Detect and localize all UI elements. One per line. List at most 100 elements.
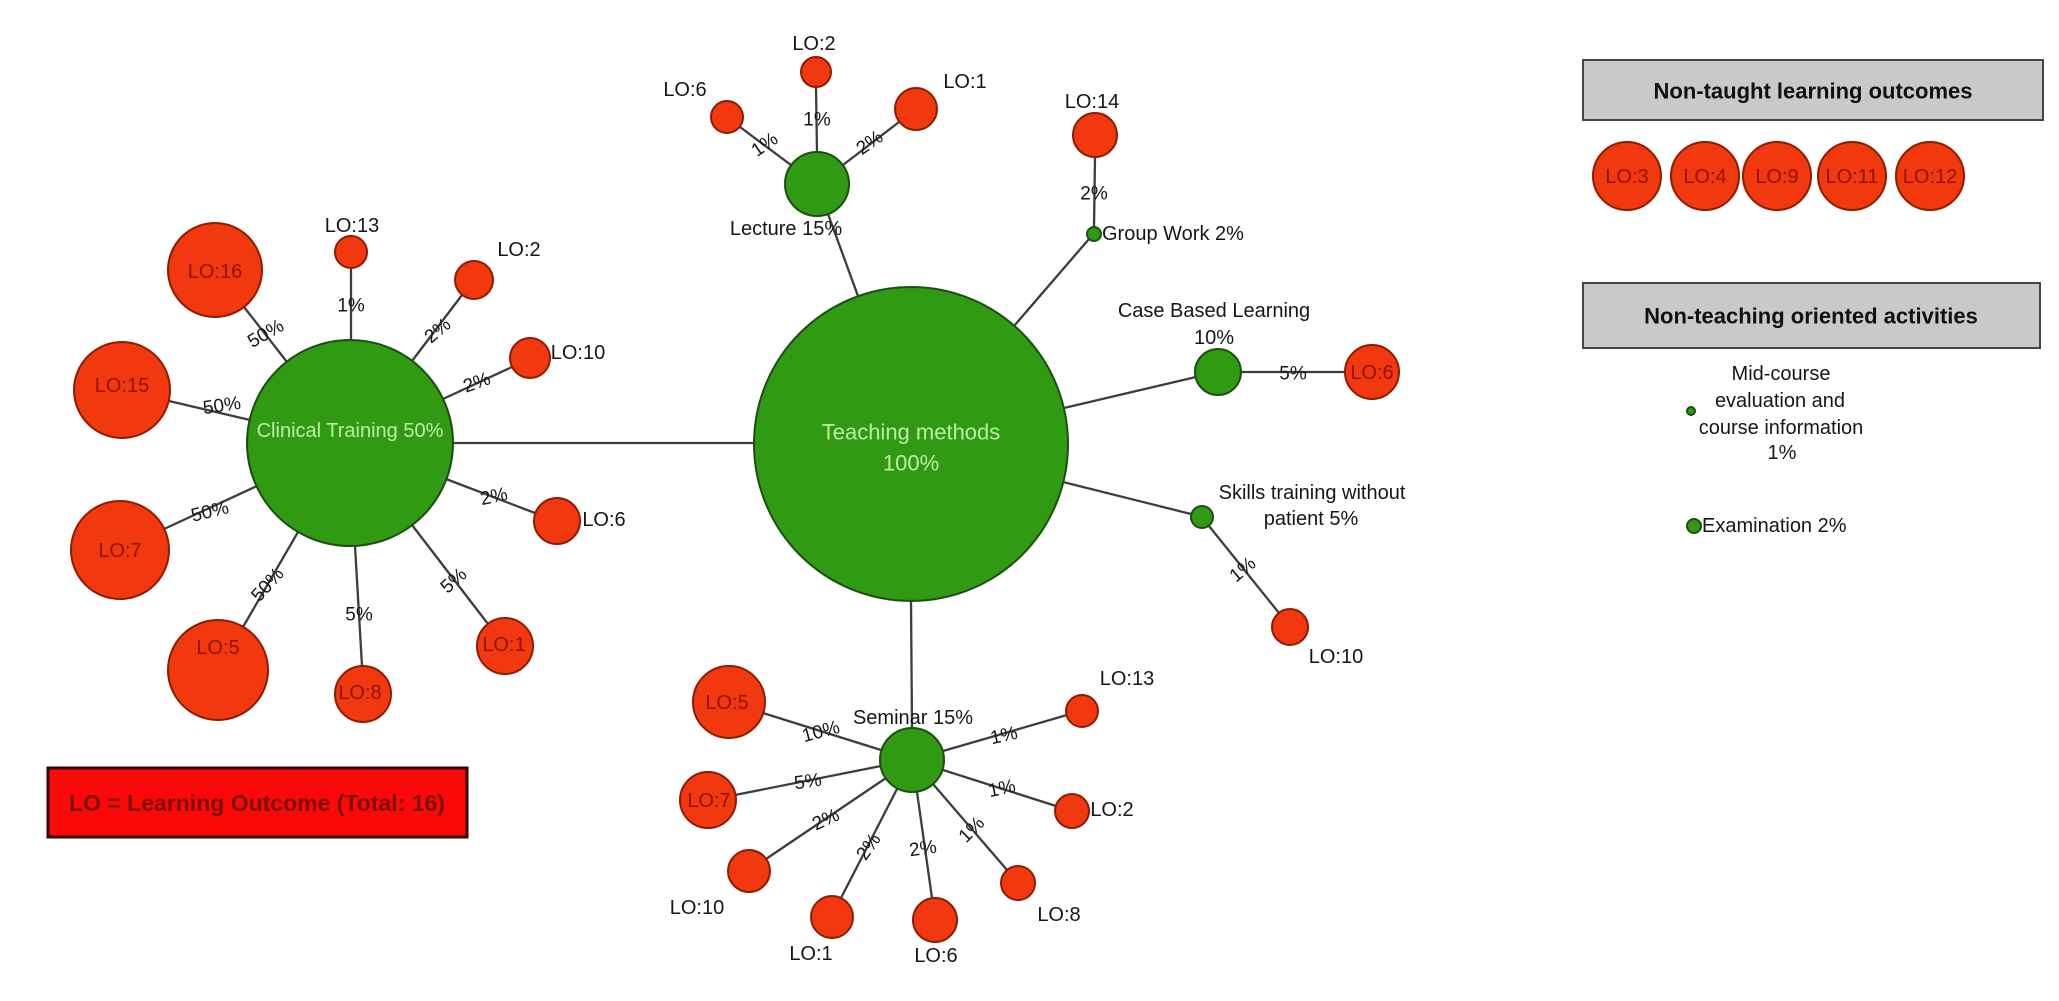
lo-circle [1065, 694, 1099, 728]
edge-clinical-lo10 [442, 365, 513, 401]
lo-label: LO:14 [1065, 91, 1119, 113]
edge-seminar-lo5 [762, 711, 882, 752]
teaching-methods-circle [753, 286, 1069, 602]
case-based-label-line2: 10% [1194, 327, 1234, 349]
group-work-label: Group Work 2% [1102, 223, 1244, 245]
edge-clinical-lo5 [242, 531, 299, 628]
edge-lecture-lo6 [739, 126, 792, 166]
lo-label: LO:8 [1037, 904, 1080, 926]
lo-circle [1670, 141, 1740, 211]
lo-label: LO:4 [1683, 166, 1726, 188]
lo-circle [454, 260, 494, 300]
lo-circle [476, 617, 534, 675]
edge-pct: 2% [908, 837, 938, 862]
lo-label: LO:5 [705, 692, 748, 714]
edge-seminar-lo8 [932, 783, 1008, 871]
lo-circle [1271, 608, 1309, 646]
legend-text: LO = Learning Outcome (Total: 16) [69, 790, 445, 816]
lo-label: LO:5 [196, 637, 239, 659]
edge-pct: 1% [803, 110, 831, 131]
lo-circle [167, 619, 269, 721]
edge-teaching-lecture [826, 213, 860, 297]
examination-label: Examination 2% [1702, 515, 1847, 537]
case-based-circle [1194, 348, 1242, 396]
mid-course-label-line2: evaluation and [1715, 390, 1845, 412]
edge-teaching-skills [1062, 480, 1192, 516]
edge-pct: 5% [437, 564, 472, 598]
edge-pct: 2% [853, 830, 886, 865]
lo-label: LO:6 [663, 79, 706, 101]
lo-label: LO:6 [582, 509, 625, 531]
lo-label: LO:2 [497, 239, 540, 261]
lo-label: LO:15 [95, 375, 149, 397]
lo-label: LO:7 [687, 790, 730, 812]
lo-label: LO:6 [1350, 362, 1393, 384]
cluster-skills-training: Skills training without patient 5% LO:10… [1190, 482, 1406, 668]
edge-pct: 1% [337, 296, 365, 317]
edge-lecture-lo1 [842, 121, 900, 166]
lo-label: LO:9 [1755, 166, 1798, 188]
panel-non-teaching: Non-teaching oriented activities Mid-cou… [1582, 282, 2041, 537]
edge-pct: 50% [247, 564, 288, 606]
lo-circle [1344, 344, 1400, 400]
edge-teaching-seminar [909, 600, 914, 729]
lo-circle [810, 895, 854, 939]
teaching-methods-label-line1: Teaching methods [822, 420, 1001, 445]
teaching-methods-label-line2: 100% [883, 451, 939, 476]
edge-teaching-groupwork [1013, 238, 1090, 327]
lo-circle [894, 87, 938, 131]
lo-label: LO:2 [792, 33, 835, 55]
edge-clinical-lo15 [168, 399, 251, 422]
edges [163, 86, 1345, 899]
lo-circle [727, 849, 771, 893]
edge-pct: 2% [1080, 184, 1108, 205]
edge-seminar-lo7 [734, 764, 882, 797]
lo-label: LO:16 [188, 261, 242, 283]
legend: LO = Learning Outcome (Total: 16) [46, 766, 469, 839]
examination-dot [1686, 518, 1702, 534]
edge-seminar-lo1 [839, 788, 899, 899]
non-taught-header-text: Non-taught learning outcomes [1654, 79, 1973, 104]
non-teaching-header-text: Non-teaching oriented activities [1644, 304, 1978, 329]
lo-label: LO:13 [325, 215, 379, 237]
lo-label: LO:1 [482, 634, 525, 656]
lo-circle [1742, 141, 1812, 211]
node-teaching-methods: Teaching methods 100% [753, 286, 1069, 602]
lecture-label: Lecture 15% [730, 218, 843, 240]
lo-circle [70, 500, 170, 600]
cluster-group-work: Group Work 2% LO:14 2% [1065, 91, 1244, 245]
mid-course-label-line4: 1% [1768, 442, 1797, 464]
edge-pct: 5% [345, 605, 373, 626]
lo-label: LO:11 [1826, 166, 1879, 188]
lo-circle [1054, 793, 1090, 829]
edge-pct: 1% [988, 723, 1019, 749]
edge-pct: 1% [986, 776, 1017, 802]
edge-pct: 50% [189, 497, 231, 527]
lo-circle [334, 665, 392, 723]
cluster-case-based-learning: Case Based Learning 10% LO:6 5% [1118, 300, 1400, 400]
lo-label: LO:3 [1605, 166, 1648, 188]
group-work-dot [1086, 226, 1102, 242]
lo-label: LO:7 [98, 540, 141, 562]
lo-label: LO:8 [338, 682, 381, 704]
edge-seminar-lo10 [765, 777, 887, 860]
lo-label: LO:1 [943, 71, 986, 93]
lo-circle [800, 56, 832, 88]
cluster-clinical-training: Clinical Training 50% LO:16 50% LO:13 1%… [70, 215, 626, 723]
edge-clinical-lo16 [243, 306, 288, 363]
lo-label: LO:10 [670, 897, 724, 919]
edge-pct: 2% [478, 484, 509, 510]
non-taught-header-box [1582, 59, 2044, 121]
edge-clinical-lo6 [445, 477, 536, 515]
edge-skills-lo10 [1208, 525, 1280, 614]
lo-circle [912, 897, 958, 943]
lo-circle [1072, 112, 1118, 158]
lo-circle [509, 337, 551, 379]
lo-circle [710, 100, 744, 134]
mid-course-label-line3: course information [1699, 417, 1864, 439]
edge-clinical-lo7 [163, 484, 258, 531]
edge-pct: 1% [748, 128, 783, 161]
edge-clinical-lo2 [411, 294, 463, 362]
lo-circle [334, 235, 368, 269]
